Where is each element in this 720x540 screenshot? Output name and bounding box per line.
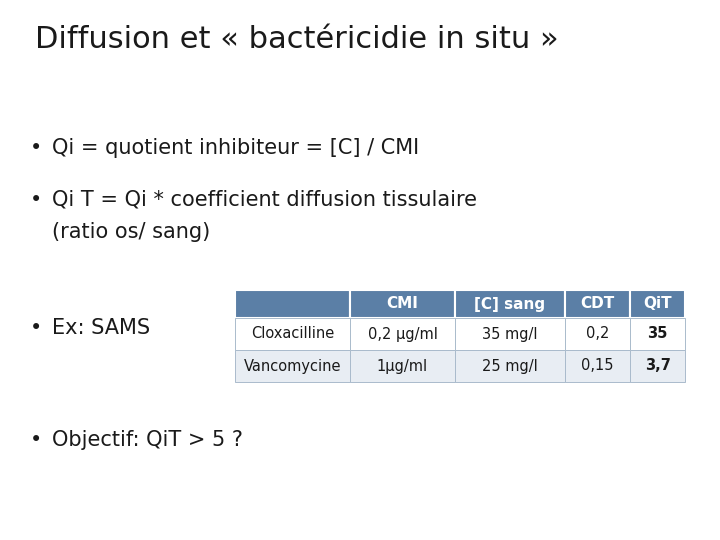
Bar: [235, 290, 350, 318]
Text: Qi T = Qi * coefficient diffusion tissulaire: Qi T = Qi * coefficient diffusion tissul…: [52, 190, 477, 210]
Bar: [565, 290, 630, 318]
Text: 35: 35: [647, 327, 667, 341]
Bar: [630, 350, 685, 382]
Text: Ex: SAMS: Ex: SAMS: [52, 318, 150, 338]
Bar: [565, 350, 630, 382]
Bar: [350, 318, 455, 350]
Text: •: •: [30, 318, 42, 338]
Bar: [630, 318, 685, 350]
Text: 3,7: 3,7: [644, 359, 670, 374]
Text: Cloxacilline: Cloxacilline: [251, 327, 334, 341]
Text: •: •: [30, 430, 42, 450]
Text: QiT: QiT: [643, 296, 672, 312]
Text: Diffusion et « bactéricidie in situ »: Diffusion et « bactéricidie in situ »: [35, 25, 559, 54]
Text: •: •: [30, 138, 42, 158]
Bar: [350, 290, 455, 318]
Text: Qi = quotient inhibiteur = [C] / CMI: Qi = quotient inhibiteur = [C] / CMI: [52, 138, 419, 158]
Bar: [235, 318, 350, 350]
Text: 1μg/ml: 1μg/ml: [377, 359, 428, 374]
Bar: [235, 350, 350, 382]
Text: [C] sang: [C] sang: [474, 296, 546, 312]
Bar: [455, 318, 565, 350]
Text: 0,2: 0,2: [586, 327, 609, 341]
Bar: [565, 318, 630, 350]
Text: 0,15: 0,15: [581, 359, 613, 374]
Text: CMI: CMI: [387, 296, 418, 312]
Text: CDT: CDT: [580, 296, 615, 312]
Bar: [455, 290, 565, 318]
Text: Vancomycine: Vancomycine: [244, 359, 341, 374]
Text: Objectif: QiT > 5 ?: Objectif: QiT > 5 ?: [52, 430, 243, 450]
Bar: [455, 350, 565, 382]
Text: 0,2 μg/ml: 0,2 μg/ml: [368, 327, 438, 341]
Bar: [630, 290, 685, 318]
Bar: [350, 350, 455, 382]
Text: (ratio os/ sang): (ratio os/ sang): [52, 222, 210, 242]
Text: 25 mg/l: 25 mg/l: [482, 359, 538, 374]
Text: 35 mg/l: 35 mg/l: [482, 327, 538, 341]
Text: •: •: [30, 190, 42, 210]
